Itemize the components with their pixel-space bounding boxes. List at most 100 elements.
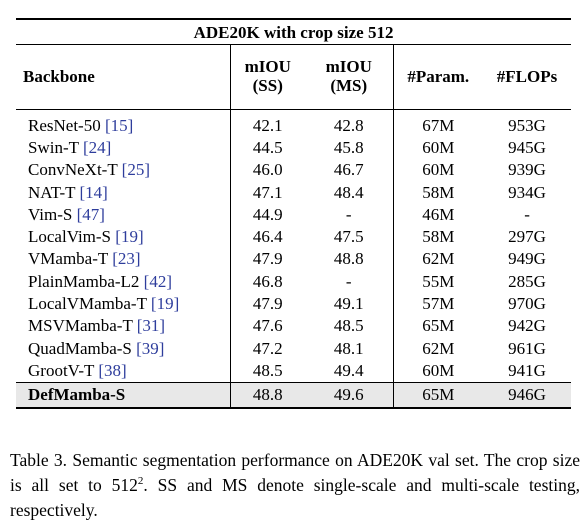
params-cell: 60M [392,136,483,159]
flops-cell: 945G [508,137,546,157]
miou-ms-cell: 49.4 [333,360,364,380]
flops-cell: 949G [508,249,546,269]
header-miou-ss-line1: mIOU [244,57,291,77]
citation-link[interactable]: [14] [79,182,108,202]
miou-ss-cell: 47.9 [229,292,305,315]
params-cell: 62M [392,336,483,360]
backbone-cell: QuadMamba-S [39] [16,337,230,359]
flops-cell: 953G [508,115,546,135]
table-caption: Table 3. Semantic segmentation performan… [10,448,580,523]
citation-link[interactable]: [19] [150,294,180,314]
citation-link[interactable]: [31] [136,316,166,336]
params-cell: 46M [392,203,483,226]
header-miou-ms: mIOU (MS) [305,44,393,110]
backbone-name: VMamba-T [28,249,108,269]
backbone-name: Vim-S [28,204,73,224]
flops-cell: 961G [508,338,546,358]
flops-cell: - [524,204,530,224]
miou-ms-cell: - [345,271,352,291]
backbone-cell: ConvNeXt-T [25] [16,159,230,181]
miou-ss-cell: 47.2 [229,336,305,360]
results-table-container: ADE20K with crop size 512 Backbone mIOU … [16,18,572,409]
citation-link[interactable]: [47] [76,204,105,224]
backbone-cell: LocalVMamba-T [19] [16,292,230,314]
citation-link[interactable]: [24] [82,137,112,157]
miou-ms-cell: 42.8 [333,115,364,135]
highlighted-row-ours: DefMamba-S 48.8 49.6 65M 946G [16,381,572,409]
citation-link[interactable]: [23] [112,249,141,269]
citation-link[interactable]: [38] [98,360,127,380]
miou-ss-cell: 46.4 [229,225,305,248]
flops-cell: 941G [508,360,546,380]
flops-cell: 939G [508,160,546,180]
backbone-cell: ResNet-50 [15] [16,110,230,137]
backbone-name: MSVMamba-T [28,316,133,336]
miou-ss-cell: 47.1 [229,180,305,204]
backbone-name: QuadMamba-S [28,338,132,358]
params-cell: 60M [392,158,483,181]
table-body: ResNet-50 [15] 42.1 42.8 67M 953G Swin-T [24]… [16,109,572,409]
params-cell: 58M [392,225,483,248]
backbone-cell: LocalVim-S [19] [16,225,230,247]
citation-link[interactable]: [19] [115,227,144,247]
table-header-row: Backbone mIOU (SS) mIOU (MS) #Param. #FL… [16,44,572,110]
table-row: Swin-T [24] 44.5 45.8 60M 945G [16,136,571,159]
header-flops: #FLOPs [483,44,572,110]
table-row: ConvNeXt-T [25] 46.0 46.7 60M 939G [16,158,571,181]
backbone-cell: VMamba-T [23] [16,248,230,270]
params-cell: 60M [392,359,483,383]
flops-cell: 297G [508,227,546,247]
citation-link[interactable]: [42] [143,271,172,291]
params-cell: 55M [392,270,483,293]
flops-cell-ours: 946G [483,381,572,409]
flops-cell: 285G [508,271,546,291]
table-row: QuadMamba-S [39] 47.2 48.1 62M 961G [16,336,571,360]
miou-ms-cell: 47.5 [333,227,364,247]
flops-cell: 942G [508,316,546,336]
params-cell: 67M [392,109,483,137]
miou-ss-cell: 42.1 [229,109,305,137]
results-table: ADE20K with crop size 512 Backbone mIOU … [16,18,572,409]
miou-ss-cell: 47.6 [229,314,305,337]
miou-ms-cell: 49.1 [333,294,364,314]
citation-link[interactable]: [39] [136,338,165,358]
params-cell: 58M [392,180,483,204]
caption-text-end: . SS and MS denote single-scale and mult… [10,474,580,520]
miou-ms-cell: - [345,204,352,224]
table-row: GrootV-T [38] 48.5 49.4 60M 941G [16,359,571,383]
params-cell: 57M [392,292,483,315]
miou-ss-cell: 47.9 [229,247,305,271]
backbone-name-ours: DefMamba-S [16,381,230,409]
miou-ms-cell: 45.8 [333,137,364,157]
table-row: Vim-S [47] 44.9 - 46M - [16,203,571,226]
table-title-row: ADE20K with crop size 512 [16,18,572,45]
miou-ms-cell: 48.5 [333,316,364,336]
miou-ms-cell: 48.8 [333,249,364,269]
backbone-name: PlainMamba-L2 [28,271,140,291]
backbone-cell: MSVMamba-T [31] [16,315,230,337]
citation-link[interactable]: [25] [121,160,150,180]
table-row: VMamba-T [23] 47.9 48.8 62M 949G [16,247,571,271]
caption-superscript: 2 [137,474,144,487]
backbone-name: LocalVMamba-T [28,294,147,314]
miou-ss-cell: 46.0 [229,158,305,181]
miou-ss-cell: 44.5 [229,136,305,159]
backbone-cell: Swin-T [24] [16,136,230,158]
backbone-name: Swin-T [28,137,79,157]
miou-ss-cell: 46.8 [229,270,305,293]
header-miou-ms-line2: (MS) [330,76,368,95]
backbone-name: LocalVim-S [28,227,112,247]
backbone-name: ResNet-50 [28,115,101,135]
flops-cell: 970G [508,294,546,314]
table-row: ResNet-50 [15] 42.1 42.8 67M 953G [16,109,571,137]
miou-ss-cell: 44.9 [229,203,305,226]
miou-ss-cell: 48.5 [229,359,305,383]
backbone-name: NAT-T [28,182,76,202]
backbone-cell: PlainMamba-L2 [42] [16,270,230,292]
citation-link[interactable]: [15] [104,115,134,135]
table-row: MSVMamba-T [31] 47.6 48.5 65M 942G [16,314,571,337]
header-backbone: Backbone [16,44,230,110]
header-params: #Param. [392,44,483,110]
params-cell-ours: 65M [392,381,483,409]
miou-ms-cell: 48.1 [333,338,364,358]
